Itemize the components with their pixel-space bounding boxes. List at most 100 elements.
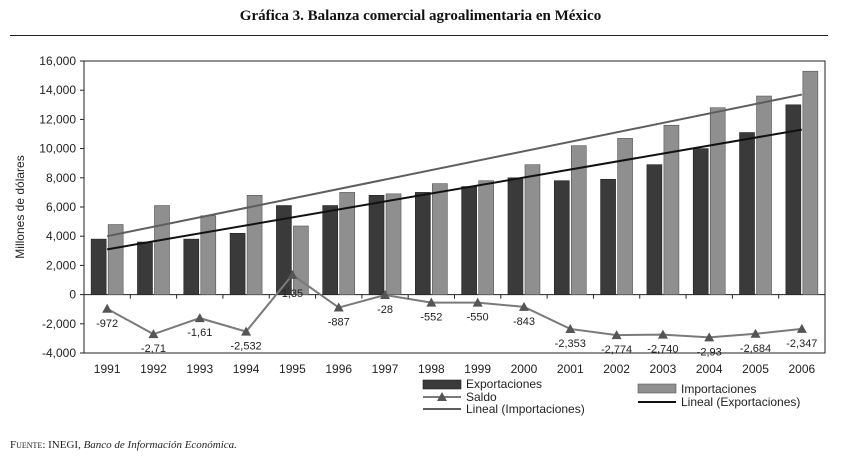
saldo-data-label: -28 [377,304,393,316]
bar-importaciones [432,183,448,295]
saldo-marker [194,313,205,323]
x-tick-label: 2004 [696,362,723,376]
saldo-marker [333,302,344,312]
bar-importaciones [339,192,356,295]
x-tick-label: 2001 [557,362,584,376]
saldo-marker [750,328,761,338]
bar-importaciones [570,145,587,295]
bar-exportaciones [137,241,153,295]
saldo-series: -972 -2,71 -1,61 -2,532 1,35 -887 -28 -552 -550 -… [96,269,817,358]
saldo-marker [611,330,622,340]
x-tick-label: 2006 [788,362,815,376]
plot-area: 16,000 14,000 12,000 10,000 8,000 6,000 4,000 2… [39,54,826,376]
saldo-line [106,273,802,339]
bar-exportaciones [183,238,200,295]
saldo-data-label: -2,71 [141,343,166,355]
trend-lines [106,93,803,251]
bar-importaciones [246,195,263,295]
x-tick-label: 1991 [94,362,121,376]
bar-importaciones [524,164,541,295]
y-tick-label: -4,000 [42,346,76,360]
chart: 16,000 14,000 12,000 10,000 8,000 6,000 4,000 2… [13,54,826,416]
y-tick-label: 4,000 [46,229,76,243]
saldo-data-label: -2,740 [647,344,678,356]
source-text: INEGI, [48,439,81,451]
bar-exportaciones [553,180,570,295]
saldo-data-label: -2,684 [740,343,771,355]
saldo-data-label: -2,93 [697,346,722,358]
saldo-marker [287,269,298,279]
saldo-data-label: 1,35 [282,288,303,300]
x-tick-label: 1995 [279,362,306,376]
y-tick-label: 12,000 [39,112,76,126]
bar-importaciones [756,95,772,295]
bar-exportaciones [461,186,477,295]
bar-importaciones [709,107,726,295]
x-tick-label: 2003 [650,362,677,376]
bar-importaciones [478,180,494,295]
saldo-marker [518,301,529,311]
y-tick-label: -2,000 [42,317,76,331]
saldo-marker [704,332,715,342]
x-tick-label: 1997 [372,362,399,376]
bar-importaciones [617,138,633,295]
legend-label-lineal-exportaciones: Lineal (Exportaciones) [681,395,800,409]
bar-exportaciones [739,132,755,295]
title-rule [10,35,828,36]
x-tick-label: 1998 [418,362,445,376]
saldo-marker [796,323,807,333]
y-axis: 16,000 14,000 12,000 10,000 8,000 6,000 4,000 2… [39,54,84,360]
bar-exportaciones [646,164,663,295]
y-tick-label: 8,000 [46,171,76,185]
bar-importaciones [154,205,170,295]
saldo-data-label: -843 [513,316,535,328]
bar-exportaciones [322,205,339,295]
legend-label-lineal-importaciones: Lineal (Importaciones) [466,402,585,416]
x-tick-label: 2005 [742,362,769,376]
saldo-data-label: -2,347 [786,338,817,350]
legend: Exportaciones Importaciones Saldo Lineal (E… [422,377,800,416]
legend-swatch-importaciones [637,383,677,394]
x-axis: 1991 1992 1993 1994 1995 1996 1997 1998 1999 2000… [94,294,826,376]
bars [90,70,819,295]
saldo-data-label: -887 [328,317,350,329]
bar-exportaciones [507,177,524,295]
saldo-marker [148,329,159,339]
legend-label-importaciones: Importaciones [681,382,756,396]
legend-marker-saldo [437,392,447,401]
y-tick-label: 0 [69,288,76,302]
source-label: Fuente: [10,439,46,451]
x-tick-label: 1992 [140,362,167,376]
saldo-marker [472,297,483,307]
saldo-data-label: -2,353 [555,338,586,350]
y-tick-label: 16,000 [39,54,76,68]
y-tick-label: 6,000 [46,200,76,214]
source-title: Banco de Información Económica. [83,439,237,451]
bar-exportaciones [276,205,292,295]
saldo-marker [380,290,391,300]
chart-title: Gráfica 3. Balanza comercial agroaliment… [239,8,602,24]
bar-importaciones [385,193,402,295]
bar-importaciones [200,215,217,295]
saldo-marker [241,326,252,336]
x-tick-label: 1999 [464,362,491,376]
saldo-marker [565,323,576,333]
trend-line-exportaciones [106,128,803,251]
bar-exportaciones [415,192,431,295]
legend-swatch-exportaciones [422,379,462,390]
saldo-data-label: -2,774 [601,344,632,356]
saldo-data-label: -972 [96,318,118,330]
bar-exportaciones [90,238,107,295]
y-tick-label: 10,000 [39,142,76,156]
saldo-data-label: -1,61 [187,327,212,339]
bar-importaciones [663,124,680,295]
saldo-data-label: -550 [467,312,489,324]
y-tick-label: 14,000 [39,83,76,97]
saldo-data-label: -2,532 [230,341,261,353]
x-tick-label: 1993 [186,362,213,376]
bar-importaciones [107,224,124,295]
x-tick-label: 1994 [233,362,260,376]
x-tick-label: 2000 [511,362,538,376]
bar-exportaciones [692,148,709,295]
saldo-marker [426,297,437,307]
